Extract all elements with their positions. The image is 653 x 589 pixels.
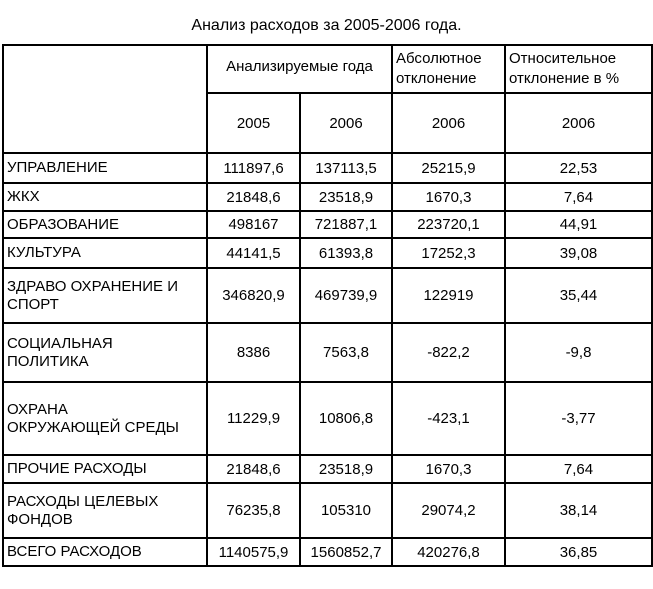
table-row: СОЦИАЛЬНАЯ ПОЛИТИКА 8386 7563,8 -822,2 -… bbox=[2, 322, 653, 383]
category-cell: ОБРАЗОВАНИЕ bbox=[2, 210, 208, 239]
header-row-2: 2005 2006 2006 2006 bbox=[3, 92, 653, 154]
value-2006-cell: 10806,8 bbox=[299, 381, 393, 456]
value-2005-cell: 346820,9 bbox=[206, 267, 301, 324]
rel-deviation-cell: 22,53 bbox=[504, 152, 653, 184]
value-2005-cell: 111897,6 bbox=[206, 152, 301, 184]
value-2005-cell: 21848,6 bbox=[206, 454, 301, 484]
value-2006-cell: 137113,5 bbox=[299, 152, 393, 184]
header-row-1: Анализируемые года Абсолютное отклонение… bbox=[2, 44, 653, 154]
category-cell: СОЦИАЛЬНАЯ ПОЛИТИКА bbox=[2, 322, 208, 383]
abs-deviation-cell: -423,1 bbox=[391, 381, 506, 456]
table-row: ЗДРАВО ОХРАНЕНИЕ И СПОРТ 346820,9 469739… bbox=[2, 267, 653, 324]
value-2005-cell: 11229,9 bbox=[206, 381, 301, 456]
category-cell: КУЛЬТУРА bbox=[2, 237, 208, 269]
corner-cell bbox=[2, 44, 208, 154]
table-row: ОХРАНА ОКРУЖАЮЩЕЙ СРЕДЫ 11229,9 10806,8 … bbox=[2, 381, 653, 456]
category-cell: РАСХОДЫ ЦЕЛЕВЫХ ФОНДОВ bbox=[2, 482, 208, 539]
category-cell: ЖКХ bbox=[2, 182, 208, 212]
table-row: ПРОЧИЕ РАСХОДЫ 21848,6 23518,9 1670,3 7,… bbox=[2, 454, 653, 484]
rel-deviation-cell: -3,77 bbox=[504, 381, 653, 456]
value-2005-cell: 21848,6 bbox=[206, 182, 301, 212]
rel-deviation-cell: 35,44 bbox=[504, 267, 653, 324]
abs-deviation-cell: 122919 bbox=[391, 267, 506, 324]
rel-deviation-cell: 7,64 bbox=[504, 454, 653, 484]
rel-deviation-header: Относительное отклонение в % bbox=[504, 44, 653, 94]
value-2005-cell: 44141,5 bbox=[206, 237, 301, 269]
rel-deviation-cell: 36,85 bbox=[504, 537, 653, 567]
table-row: ЖКХ 21848,6 23518,9 1670,3 7,64 bbox=[2, 182, 653, 212]
table-row: ВСЕГО РАСХОДОВ 1140575,9 1560852,7 42027… bbox=[2, 537, 653, 567]
year-2006-header: 2006 bbox=[299, 92, 393, 154]
value-2006-cell: 23518,9 bbox=[299, 182, 393, 212]
category-cell: ЗДРАВО ОХРАНЕНИЕ И СПОРТ bbox=[2, 267, 208, 324]
value-2005-cell: 76235,8 bbox=[206, 482, 301, 539]
expenses-table: Анализируемые года Абсолютное отклонение… bbox=[2, 44, 653, 567]
rel-deviation-cell: 39,08 bbox=[504, 237, 653, 269]
category-cell: ПРОЧИЕ РАСХОДЫ bbox=[2, 454, 208, 484]
value-2005-cell: 8386 bbox=[206, 322, 301, 383]
value-2006-cell: 61393,8 bbox=[299, 237, 393, 269]
rel-deviation-cell: -9,8 bbox=[504, 322, 653, 383]
category-cell: ОХРАНА ОКРУЖАЮЩЕЙ СРЕДЫ bbox=[2, 381, 208, 456]
value-2006-cell: 1560852,7 bbox=[299, 537, 393, 567]
abs-deviation-cell: 17252,3 bbox=[391, 237, 506, 269]
rel-deviation-cell: 44,91 bbox=[504, 210, 653, 239]
value-2006-cell: 721887,1 bbox=[299, 210, 393, 239]
rel-year-header: 2006 bbox=[504, 92, 653, 154]
value-2006-cell: 469739,9 bbox=[299, 267, 393, 324]
value-2005-cell: 498167 bbox=[206, 210, 301, 239]
table-row: ОБРАЗОВАНИЕ 498167 721887,1 223720,1 44,… bbox=[2, 210, 653, 239]
table-title: Анализ расходов за 2005-2006 года. bbox=[191, 17, 462, 34]
table-row: КУЛЬТУРА 44141,5 61393,8 17252,3 39,08 bbox=[2, 237, 653, 269]
value-2006-cell: 7563,8 bbox=[299, 322, 393, 383]
abs-deviation-cell: -822,2 bbox=[391, 322, 506, 383]
abs-deviation-cell: 25215,9 bbox=[391, 152, 506, 184]
category-cell: ВСЕГО РАСХОДОВ bbox=[2, 537, 208, 567]
abs-deviation-cell: 1670,3 bbox=[391, 182, 506, 212]
abs-deviation-cell: 1670,3 bbox=[391, 454, 506, 484]
value-2006-cell: 23518,9 bbox=[299, 454, 393, 484]
abs-deviation-cell: 223720,1 bbox=[391, 210, 506, 239]
abs-deviation-cell: 420276,8 bbox=[391, 537, 506, 567]
category-cell: УПРАВЛЕНИЕ bbox=[2, 152, 208, 184]
value-2006-cell: 105310 bbox=[299, 482, 393, 539]
value-2005-cell: 1140575,9 bbox=[206, 537, 301, 567]
table-row: РАСХОДЫ ЦЕЛЕВЫХ ФОНДОВ 76235,8 105310 29… bbox=[2, 482, 653, 539]
analyzed-years-header: Анализируемые года bbox=[206, 44, 393, 94]
rel-deviation-cell: 38,14 bbox=[504, 482, 653, 539]
rel-deviation-cell: 7,64 bbox=[504, 182, 653, 212]
abs-deviation-header: Абсолютное отклонение bbox=[391, 44, 506, 94]
abs-year-header: 2006 bbox=[391, 92, 506, 154]
table-row: УПРАВЛЕНИЕ 111897,6 137113,5 25215,9 22,… bbox=[2, 152, 653, 184]
abs-deviation-cell: 29074,2 bbox=[391, 482, 506, 539]
year-2005-header: 2005 bbox=[206, 92, 301, 154]
